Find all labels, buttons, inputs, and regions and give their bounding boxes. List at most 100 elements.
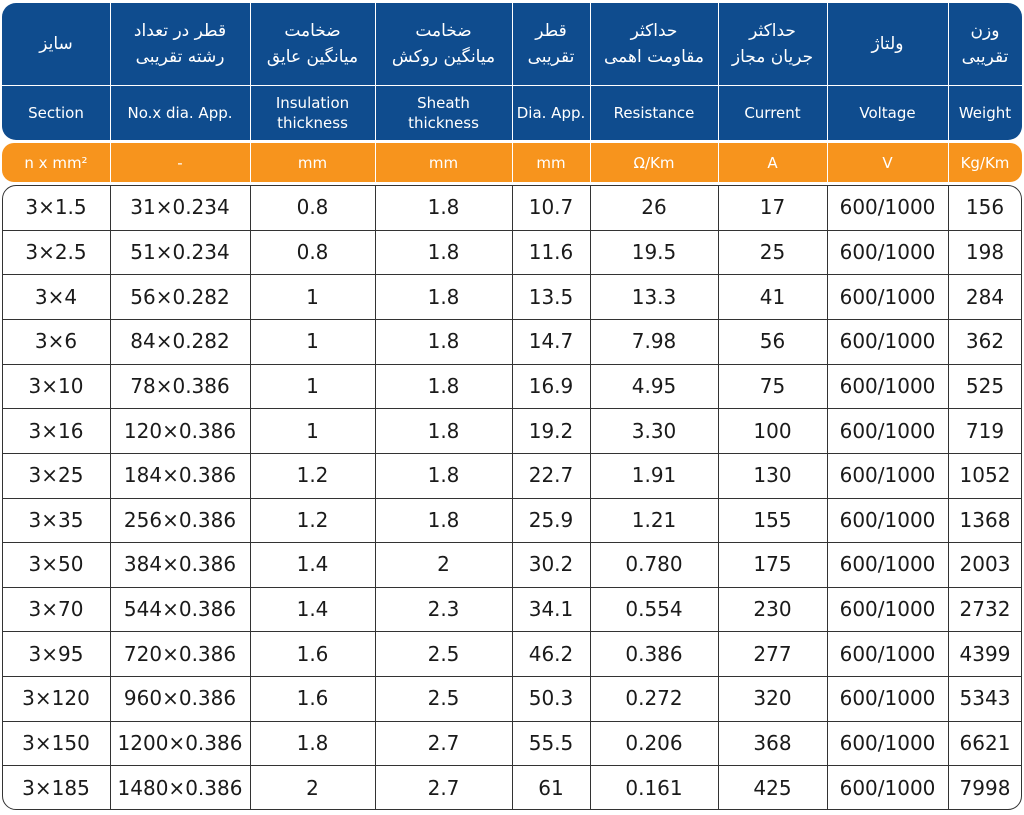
- units-divider: [250, 143, 251, 182]
- data-cell: 41: [759, 284, 786, 309]
- data-cell: 1368: [959, 507, 1011, 532]
- data-cell: 11.6: [528, 239, 574, 264]
- data-cell: 3×4: [34, 284, 78, 309]
- header-fa-text: تقریبی: [961, 47, 1009, 67]
- data-cell: 0.386: [625, 641, 683, 666]
- header-en-text: Resistance: [613, 104, 695, 122]
- data-cell: 7998: [959, 775, 1011, 800]
- header-en-text: thickness: [408, 114, 479, 132]
- data-cell: 600/1000: [839, 597, 936, 622]
- row-divider: [2, 363, 1022, 365]
- data-cell: 120×0.386: [123, 418, 237, 443]
- data-cell: 1: [306, 284, 319, 309]
- data-cell: 2: [306, 775, 319, 800]
- header-divider: [718, 3, 719, 140]
- unit-cell: mm: [428, 153, 459, 172]
- data-cell: 1.4: [296, 552, 329, 577]
- data-cell: 3×50: [28, 552, 84, 577]
- data-cell: 25.9: [528, 507, 574, 532]
- data-cell: 0.161: [625, 775, 683, 800]
- unit-cell: -: [177, 153, 183, 172]
- data-cell: 3×25: [28, 463, 84, 488]
- data-cell: 78×0.386: [130, 373, 230, 398]
- data-cell: 0.8: [296, 239, 329, 264]
- data-cell: 320: [753, 686, 792, 711]
- data-cell: 230: [753, 597, 792, 622]
- data-cell: 0.8: [296, 195, 329, 220]
- data-cell: 61: [538, 775, 564, 800]
- units-divider: [110, 143, 111, 182]
- data-cell: 1.8: [427, 418, 460, 443]
- data-cell: 1: [306, 373, 319, 398]
- data-cell: 19.2: [528, 418, 574, 443]
- row-divider: [2, 631, 1022, 633]
- data-cell: 2.5: [427, 686, 460, 711]
- data-cell: 719: [965, 418, 1005, 443]
- data-cell: 50.3: [528, 686, 574, 711]
- data-cell: 3×2.5: [25, 239, 87, 264]
- header-en-cell: Voltage: [827, 86, 948, 140]
- header-en-cell: Insulation thickness: [250, 86, 375, 140]
- header-en-cell: Dia. App.: [512, 86, 590, 140]
- row-divider: [2, 497, 1022, 499]
- data-cell: 1052: [959, 463, 1011, 488]
- data-cell: 960×0.386: [123, 686, 237, 711]
- data-cell: 175: [753, 552, 792, 577]
- unit-cell: A: [767, 153, 778, 172]
- header-fa-text: میانگین عایق: [266, 47, 359, 67]
- data-cell: 0.206: [625, 731, 683, 756]
- data-cell: 600/1000: [839, 373, 936, 398]
- data-cell: 600/1000: [839, 641, 936, 666]
- header-divider: [590, 3, 591, 140]
- data-cell: 16.9: [528, 373, 574, 398]
- header-en-cell: Sheath thickness: [375, 86, 512, 140]
- data-cell: 2.3: [427, 597, 460, 622]
- row-divider: [2, 318, 1022, 320]
- header-fa-cell: ولتاژ: [827, 3, 948, 85]
- header-fa-text: حداکثر: [749, 21, 796, 41]
- data-cell: 2732: [959, 597, 1011, 622]
- header-divider: [110, 3, 111, 140]
- data-cell: 3×95: [28, 641, 84, 666]
- data-cell: 75: [759, 373, 786, 398]
- units-divider: [590, 143, 591, 182]
- data-cell: 0.780: [625, 552, 683, 577]
- header-fa-text: حداکثر: [630, 21, 678, 41]
- data-cell: 2: [437, 552, 450, 577]
- header-en-text: Sheath: [417, 94, 470, 112]
- header-divider: [948, 3, 949, 140]
- data-cell: 600/1000: [839, 329, 936, 354]
- units-divider: [827, 143, 828, 182]
- data-cell: 25: [759, 239, 786, 264]
- header-fa-text: ضخامت: [284, 21, 341, 41]
- header-en-text: thickness: [277, 114, 348, 132]
- header-en-text: No.x dia. App.: [127, 104, 233, 122]
- data-cell: 2.7: [427, 775, 460, 800]
- data-cell: 3×10: [28, 373, 84, 398]
- data-cell: 3×16: [28, 418, 84, 443]
- data-cell: 1: [306, 418, 319, 443]
- data-cell: 84×0.282: [130, 329, 230, 354]
- data-cell: 368: [753, 731, 792, 756]
- data-cell: 600/1000: [839, 686, 936, 711]
- data-cell: 100: [753, 418, 792, 443]
- row-divider: [2, 229, 1022, 231]
- data-cell: 1.2: [296, 507, 329, 532]
- row-divider: [2, 452, 1022, 454]
- data-cell: 600/1000: [839, 284, 936, 309]
- header-en-cell: Resistance: [590, 86, 718, 140]
- data-cell: 6621: [959, 731, 1011, 756]
- header-fa-text: میانگین روکش: [391, 47, 496, 67]
- data-cell: 3×70: [28, 597, 84, 622]
- data-cell: 1.8: [427, 239, 460, 264]
- header-fa-cell: حداکثر جریان مجاز: [718, 3, 827, 85]
- data-cell: 198: [965, 239, 1005, 264]
- data-cell: 1.8: [427, 329, 460, 354]
- header-divider: [250, 3, 251, 140]
- data-cell: 600/1000: [839, 463, 936, 488]
- data-cell: 0.272: [625, 686, 683, 711]
- data-cell: 3×6: [34, 329, 78, 354]
- data-cell: 0.554: [625, 597, 683, 622]
- data-cell: 720×0.386: [123, 641, 237, 666]
